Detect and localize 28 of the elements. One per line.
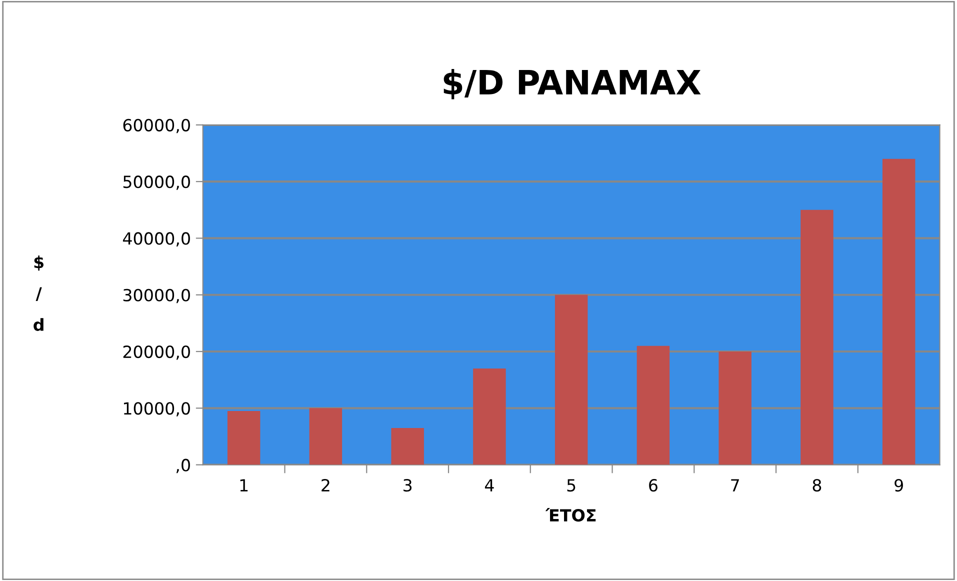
y-tick-label: 40000,0 [122,232,190,246]
x-tick-label: 8 [812,478,822,492]
bar [391,428,424,465]
chart-title: $/D PANAMAX [444,69,701,100]
y-tick-label: 60000,0 [123,118,190,134]
x-tick-label: 9 [894,478,903,492]
x-tick-label: 4 [484,479,494,492]
x-tick-label: 3 [404,478,412,492]
bar [473,368,506,465]
x-tick-label: 6 [649,478,658,492]
bar [718,352,752,465]
x-tick-label: 5 [567,479,576,492]
x-tick-label: 7 [731,479,739,492]
bar [882,158,916,465]
bar [800,210,834,465]
bar [636,346,670,465]
x-tick-label: 2 [322,478,330,492]
bar [554,294,588,465]
y-tick-label: 10000,0 [124,402,190,416]
y-tick-label: 30000,0 [123,288,190,304]
y-axis-title: $/d [34,255,44,332]
y-tick-label: 20000,0 [123,345,190,360]
bar [309,408,342,465]
bar [227,410,260,465]
x-axis-title: ΈΤΟΣ [545,508,596,522]
y-tick-label: 50000,0 [123,176,190,190]
x-tick-label: 1 [240,479,248,492]
y-tick-label: ,0 [176,458,190,474]
